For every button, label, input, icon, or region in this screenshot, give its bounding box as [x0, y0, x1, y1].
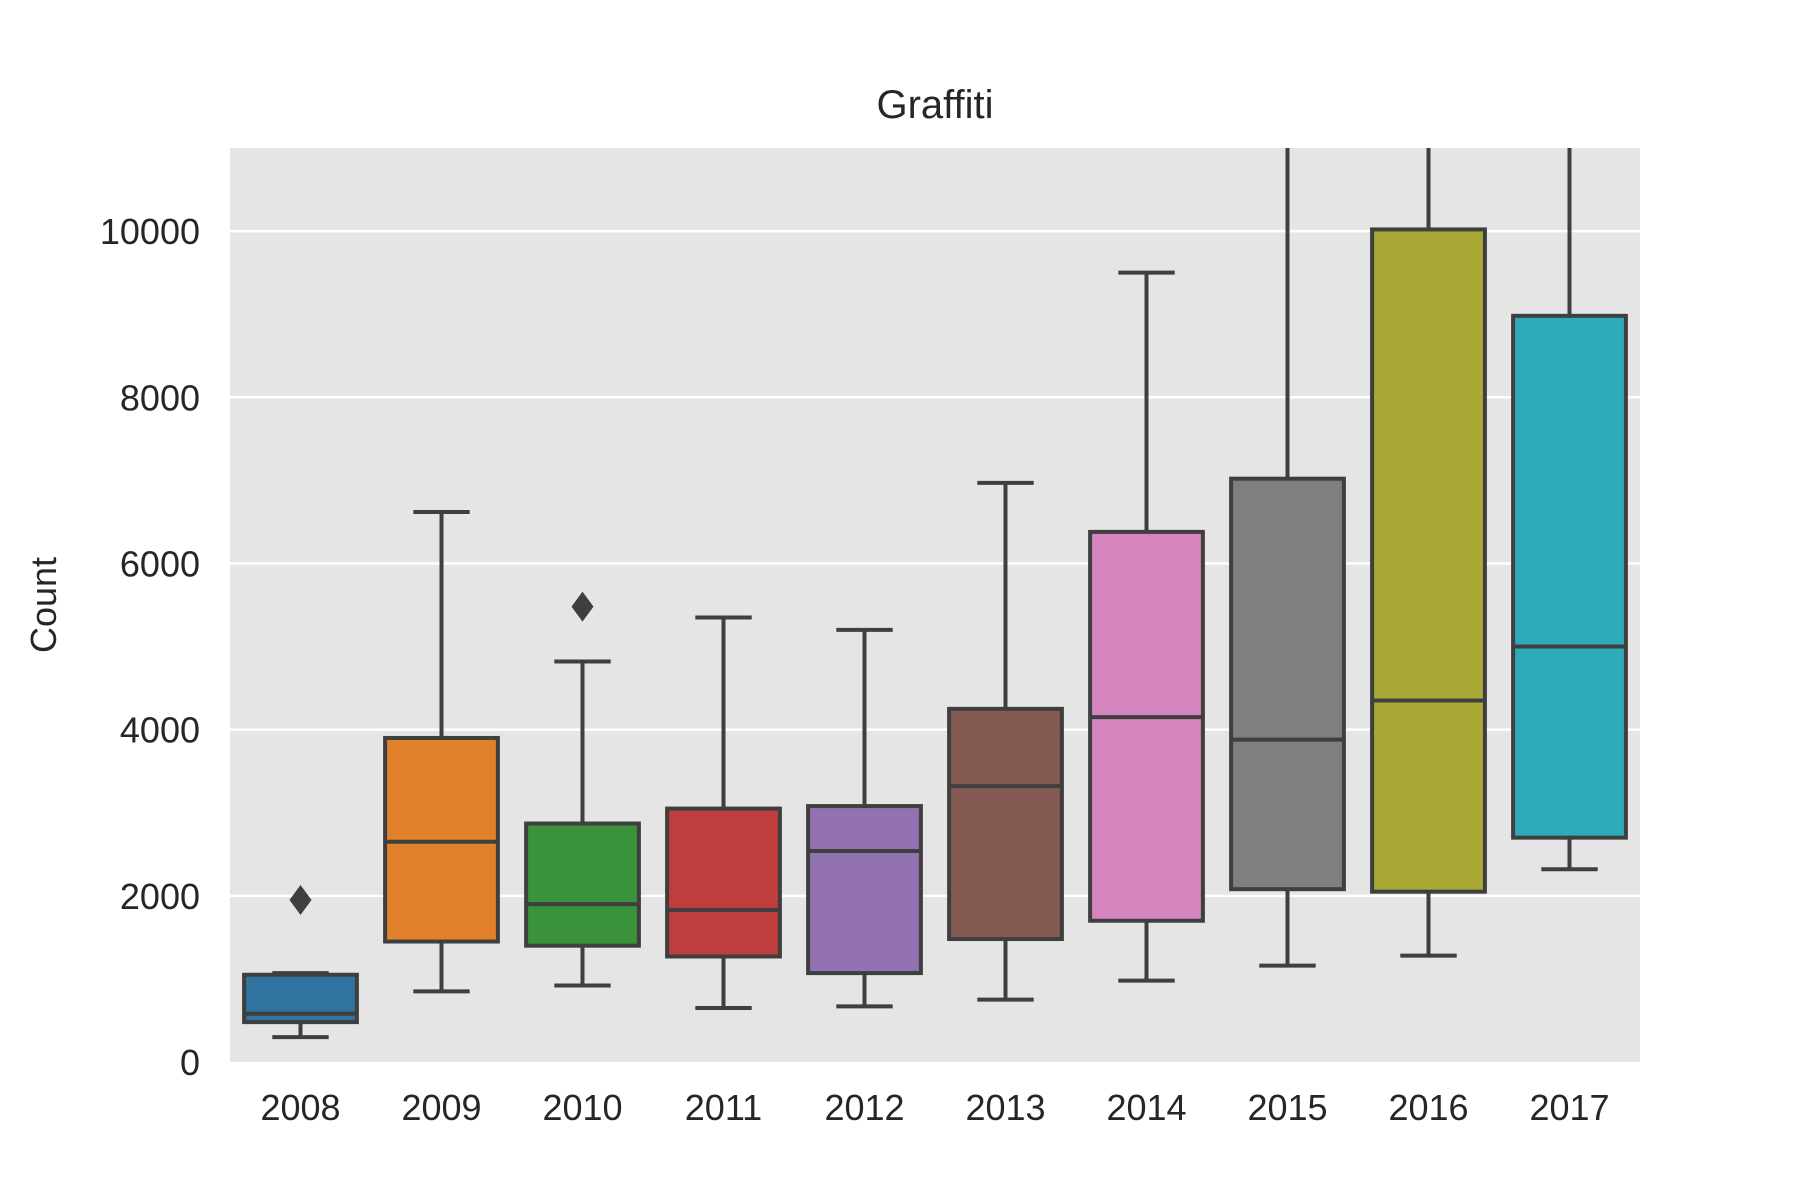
box-2012	[806, 627, 923, 1009]
y-tick-label: 10000	[100, 211, 200, 252]
box-iqr	[1511, 313, 1628, 840]
box-iqr	[1088, 529, 1205, 923]
x-tick-label: 2010	[542, 1087, 622, 1128]
box-iqr	[806, 804, 923, 976]
y-tick-label: 8000	[120, 377, 200, 418]
box-iqr	[524, 821, 641, 948]
box-iqr	[383, 735, 500, 944]
x-tick-label: 2011	[685, 1087, 762, 1128]
x-tick-label: 2012	[824, 1087, 904, 1128]
outlier-point	[571, 591, 594, 622]
y-tick-label: 6000	[120, 543, 200, 584]
y-tick-labels: 0 2000 4000 6000 8000 10000	[100, 211, 200, 1083]
box-2010	[524, 591, 641, 988]
y-tick-label: 4000	[120, 710, 200, 751]
box-iqr	[947, 706, 1064, 942]
box-2016	[1370, 148, 1487, 958]
x-tick-label: 2008	[260, 1087, 340, 1128]
y-tick-label: 0	[180, 1042, 200, 1083]
x-tick-label: 2013	[965, 1087, 1045, 1128]
box-2014	[1088, 270, 1205, 983]
x-tick-labels: 2008 2009 2010 2011 2012 2013 2014 2015 2016 2017	[260, 1087, 1609, 1128]
box-iqr	[1229, 476, 1346, 892]
y-axis-label: Count	[23, 557, 64, 653]
chart-title: Graffiti	[876, 83, 993, 127]
outlier-point	[289, 884, 312, 915]
box-iqr	[1370, 227, 1487, 894]
x-tick-label: 2014	[1106, 1087, 1186, 1128]
box-series	[242, 148, 1628, 1040]
box-2013	[947, 480, 1064, 1002]
box-iqr	[665, 806, 782, 959]
y-tick-label: 2000	[120, 876, 200, 917]
x-tick-label: 2017	[1529, 1087, 1609, 1128]
x-tick-label: 2015	[1247, 1087, 1327, 1128]
x-tick-label: 2016	[1388, 1087, 1468, 1128]
box-2015	[1229, 148, 1346, 968]
box-2008	[242, 884, 359, 1040]
box-2017	[1511, 148, 1628, 872]
box-2009	[383, 509, 500, 994]
x-tick-label: 2009	[401, 1087, 481, 1128]
box-2011	[665, 615, 782, 1010]
